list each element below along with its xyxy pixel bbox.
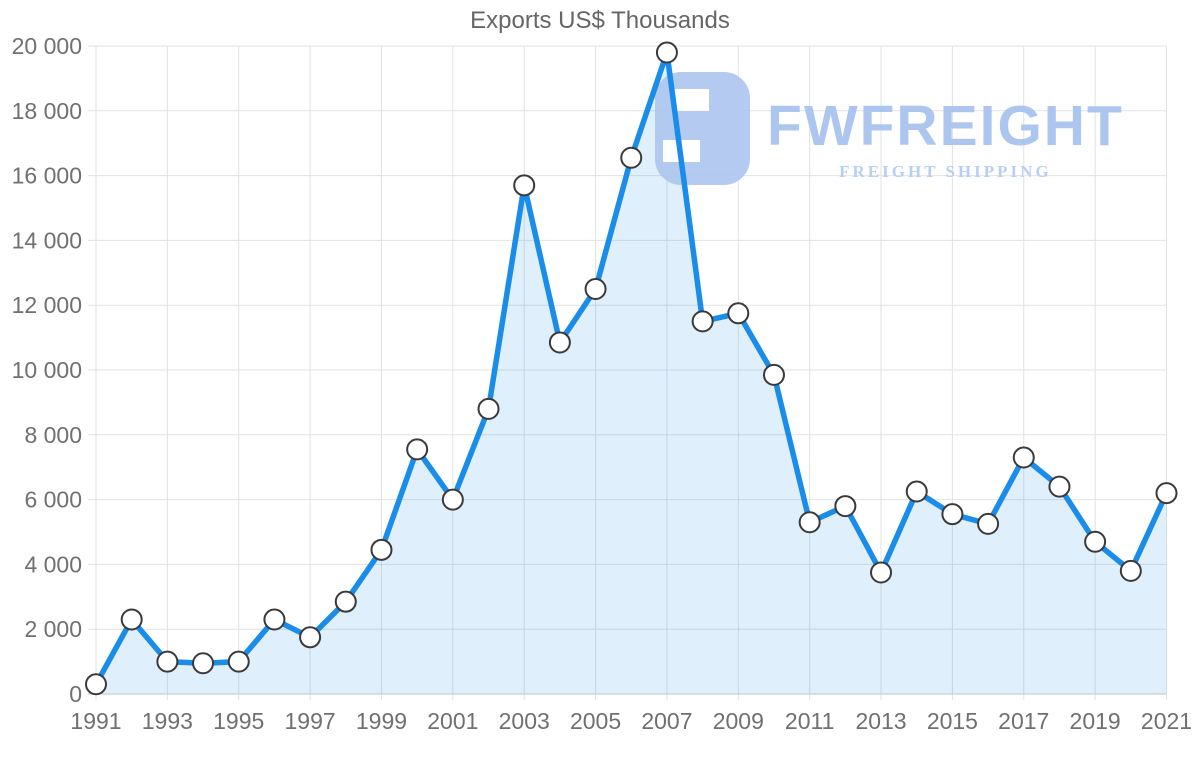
data-point-marker	[263, 608, 286, 631]
chart-title: Exports US$ Thousands	[470, 7, 730, 34]
x-axis-tick-label: 2021	[1141, 708, 1192, 734]
data-point-marker	[620, 146, 643, 169]
logo-cutout-top	[673, 89, 709, 111]
data-point-marker	[548, 331, 571, 354]
x-axis-tick-label: 2007	[641, 708, 692, 734]
data-point-marker	[227, 650, 250, 673]
x-axis-tick-label: 1993	[142, 708, 193, 734]
watermark-text-block: FWFREIGHT FREIGHT SHIPPING	[767, 98, 1124, 182]
x-axis-tick-label: 1991	[70, 708, 121, 734]
data-point-marker	[299, 626, 322, 649]
y-axis-tick-label: 2 000	[24, 616, 82, 642]
x-axis-tick-label: 1999	[356, 708, 407, 734]
data-point-marker	[834, 495, 857, 518]
watermark-tagline-text: FREIGHT SHIPPING	[839, 162, 1052, 181]
data-point-marker	[941, 503, 964, 526]
x-axis-tick-label: 2015	[927, 708, 978, 734]
data-point-marker	[727, 302, 750, 325]
watermark-brand-text: FWFREIGHT	[767, 94, 1124, 158]
y-axis-tick-label: 8 000	[24, 422, 82, 448]
x-axis-tick-label: 1997	[285, 708, 336, 734]
x-axis-tick-label: 2009	[713, 708, 764, 734]
data-point-marker	[370, 538, 393, 561]
y-axis-tick-label: 12 000	[12, 292, 82, 318]
data-point-marker	[1048, 475, 1071, 498]
y-axis-tick-label: 14 000	[12, 227, 82, 253]
data-point-marker	[1012, 446, 1035, 469]
data-point-marker	[977, 512, 1000, 535]
y-axis-tick-label: 0	[69, 681, 82, 707]
data-point-marker	[85, 673, 107, 696]
data-point-marker	[477, 397, 500, 420]
data-point-marker	[406, 438, 429, 461]
x-axis-tick-label: 1995	[213, 708, 264, 734]
x-axis-tick-label: 2005	[570, 708, 621, 734]
x-axis-tick-label: 2019	[1070, 708, 1121, 734]
data-point-marker	[1084, 530, 1107, 553]
data-point-marker	[655, 41, 678, 64]
data-point-marker	[192, 652, 215, 675]
data-point-marker	[1119, 559, 1142, 582]
data-point-marker	[1155, 482, 1178, 505]
data-point-marker	[905, 480, 928, 503]
data-point-marker	[120, 608, 143, 631]
x-axis-tick-label: 2001	[427, 708, 478, 734]
y-axis-tick-label: 6 000	[24, 487, 82, 513]
y-axis-tick-label: 18 000	[12, 98, 82, 124]
data-point-marker	[870, 561, 893, 584]
x-axis-tick-label: 2017	[998, 708, 1049, 734]
y-axis-tick-label: 4 000	[24, 551, 82, 577]
data-point-marker	[334, 590, 357, 613]
data-point-marker	[156, 650, 179, 673]
data-point-marker	[798, 511, 821, 534]
x-axis-tick-label: 2011	[785, 708, 834, 734]
y-axis-tick-label: 20 000	[12, 33, 82, 59]
data-point-marker	[691, 310, 714, 333]
y-axis-tick-label: 10 000	[12, 357, 82, 383]
data-point-marker	[441, 488, 464, 511]
data-point-marker	[513, 174, 536, 197]
y-axis-tick-label: 16 000	[12, 163, 82, 189]
data-point-marker	[584, 278, 607, 300]
x-axis-tick-label: 2013	[855, 708, 906, 734]
data-point-marker	[762, 363, 785, 386]
x-axis-tick-label: 2003	[499, 708, 550, 734]
